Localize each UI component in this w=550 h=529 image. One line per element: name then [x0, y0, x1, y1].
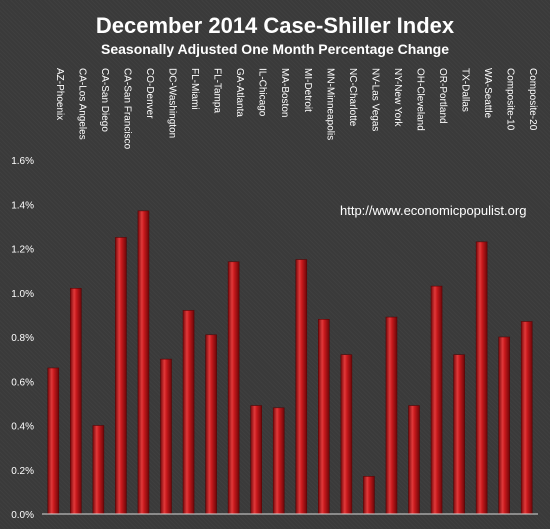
- bar: [47, 367, 60, 515]
- category-label: TX-Dallas: [460, 68, 471, 112]
- category-label: NC-Charlotte: [347, 68, 358, 127]
- y-tick-label: 0.6%: [11, 377, 34, 388]
- y-axis: 0.0% 0.2% 0.4% 0.6% 0.8% 1.0% 1.2% 1.4% 1.6%: [11, 156, 34, 521]
- bar: [318, 318, 330, 515]
- category-label: CO-Denver: [144, 68, 155, 119]
- y-tick-label: 1.6%: [11, 156, 34, 167]
- category-label: OH-Cleveland: [415, 68, 426, 131]
- category-label: CA-San Francisco: [121, 68, 132, 150]
- category-label: GA-Atlanta: [234, 68, 245, 117]
- bar: [475, 241, 488, 515]
- y-tick-label: 0.4%: [11, 422, 34, 433]
- category-label: MN-Minneapolis: [324, 68, 335, 140]
- y-tick-label: 0.0%: [11, 510, 34, 521]
- bar: [385, 316, 398, 515]
- bar: [295, 259, 308, 515]
- category-label: IL-Chicago: [257, 68, 268, 117]
- bar: [115, 237, 127, 515]
- bar: [182, 310, 195, 515]
- category-label: FL-Tampa: [212, 68, 223, 113]
- y-tick-label: 0.2%: [11, 466, 34, 477]
- category-labels: AZ-Phoenix CA-Los Angeles CA-San Diego CA-S…: [54, 68, 538, 150]
- bar: [430, 285, 443, 515]
- chart-subtitle: Seasonally Adjusted One Month Percentage…: [101, 41, 449, 57]
- bar: [160, 358, 172, 515]
- bar: [70, 288, 82, 515]
- category-label: DC-Washington: [167, 68, 178, 138]
- bar: [498, 336, 510, 515]
- category-label: FL-Miami: [189, 68, 200, 110]
- category-label: Composite-20: [527, 68, 538, 131]
- bar: [408, 405, 420, 515]
- y-tick-label: 1.4%: [11, 200, 34, 211]
- bar: [92, 425, 105, 515]
- y-tick-label: 1.0%: [11, 289, 34, 300]
- category-label: NY-New York: [392, 68, 403, 128]
- source-annotation: http://www.economicpopulist.org: [340, 203, 526, 218]
- bar: [453, 354, 465, 515]
- category-label: MI-Detroit: [302, 68, 313, 112]
- chart-title: December 2014 Case-Shiller Index: [96, 13, 455, 38]
- category-label: Composite-10: [505, 68, 516, 131]
- y-tick-label: 1.2%: [11, 245, 34, 256]
- bar: [227, 261, 240, 515]
- category-label: OR-Portland: [437, 68, 448, 124]
- bar: [340, 354, 353, 515]
- bar: [205, 334, 217, 515]
- bar: [272, 407, 285, 515]
- category-label: MA-Boston: [279, 68, 290, 117]
- bar: [520, 321, 533, 515]
- category-label: CA-San Diego: [99, 68, 110, 132]
- bars: [47, 210, 533, 515]
- bar: [137, 210, 150, 515]
- category-label: AZ-Phoenix: [54, 68, 65, 120]
- category-label: WA-Seattle: [482, 68, 493, 119]
- bar: [250, 405, 262, 515]
- category-label: NV-Las Vegas: [369, 68, 380, 131]
- bar: [363, 476, 375, 515]
- y-tick-label: 0.8%: [11, 333, 34, 344]
- category-label: CA-Los Angeles: [76, 68, 87, 140]
